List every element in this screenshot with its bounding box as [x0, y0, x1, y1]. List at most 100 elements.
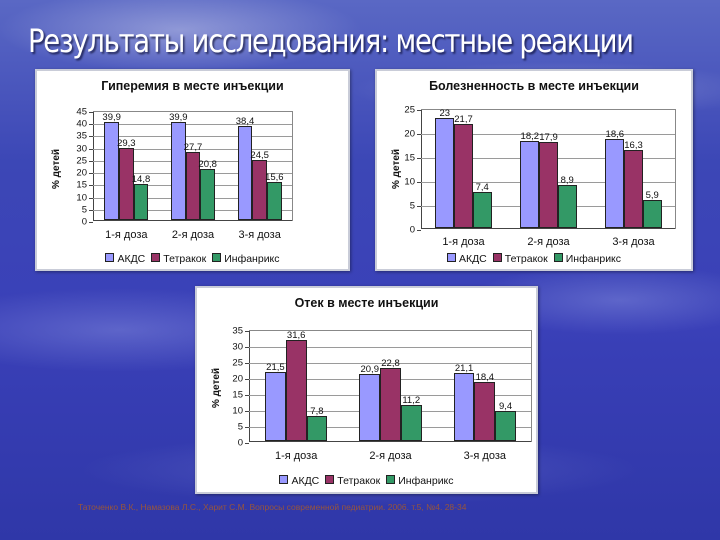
bar-tetrakok [539, 142, 558, 228]
category-label: 3-я доза [463, 450, 507, 462]
legend-item: Тетракок [151, 253, 206, 265]
bar-tetrakok [252, 160, 267, 220]
category-label: 2-я доза [171, 229, 215, 241]
y-tick-label: 5 [81, 204, 87, 216]
legend-swatch [151, 253, 161, 262]
y-tick-mark [245, 395, 249, 396]
legend-swatch [105, 253, 115, 262]
data-label: 39,9 [169, 112, 188, 124]
y-tick-mark [417, 110, 421, 111]
legend-swatch [492, 253, 502, 262]
y-tick-label: 20 [76, 167, 87, 179]
y-tick-mark [245, 363, 249, 364]
y-tick-label: 35 [232, 325, 243, 337]
data-label: 18,2 [520, 130, 540, 142]
legend-swatch [386, 475, 396, 484]
bar-akds [265, 372, 286, 441]
y-tick-mark [417, 134, 421, 135]
legend-item: АКДС [279, 475, 319, 487]
chart-hyperemia: Гиперемия в месте инъекции% детей 0 5 10 15 2… [35, 69, 350, 271]
data-label: 27,7 [183, 142, 203, 154]
y-tick-mark [89, 173, 93, 175]
bar-akds [605, 138, 625, 228]
data-label: 14,8 [131, 173, 151, 185]
legend-label: Тетракок [337, 475, 381, 487]
legend: АКДС Тетракок Инфанрикс [377, 253, 691, 265]
y-tick-mark [245, 411, 249, 412]
y-tick-mark [245, 427, 249, 428]
legend-item: Тетракок [325, 475, 380, 487]
y-tick-mark [89, 222, 93, 223]
y-tick-mark [417, 158, 421, 159]
y-axis [93, 112, 94, 221]
bar-akds [453, 373, 475, 441]
y-tick-label: 10 [76, 192, 87, 204]
bar-akds [104, 122, 119, 220]
legend-swatch [279, 475, 289, 484]
y-axis [249, 331, 250, 442]
y-tick-label: 15 [404, 152, 415, 164]
data-label: 7,8 [310, 406, 324, 418]
x-axis [93, 220, 292, 221]
gridline [421, 134, 675, 135]
data-label: 9,4 [498, 400, 513, 412]
y-tick-mark [89, 197, 93, 199]
bar-infanrix [557, 185, 577, 228]
data-label: 5,9 [645, 189, 659, 201]
data-label: 39,9 [102, 112, 121, 124]
legend-label: Инфанрикс [224, 253, 280, 265]
legend-swatch [553, 253, 563, 262]
legend-label: АКДС [458, 253, 487, 265]
data-label: 31,6 [286, 329, 306, 341]
data-label: 20,8 [198, 159, 217, 171]
category-label: 3-я доза [612, 236, 655, 248]
y-tick-label: 0 [81, 216, 87, 228]
data-label: 24,5 [250, 150, 269, 162]
data-label: 23 [439, 107, 451, 119]
legend-swatch [446, 253, 456, 262]
legend: АКДС Тетракок Инфанрикс [37, 253, 348, 265]
y-tick-label: 20 [404, 128, 415, 140]
data-label: 17,9 [539, 132, 558, 144]
y-tick-mark [245, 347, 249, 348]
y-tick-mark [89, 112, 93, 113]
y-tick-mark [245, 379, 249, 380]
y-tick-label: 10 [404, 176, 415, 188]
category-label: 2-я доза [369, 450, 412, 462]
bar-tetrakok [380, 368, 401, 441]
y-tick-mark [245, 443, 249, 444]
data-label: 11,2 [402, 395, 421, 407]
bar-infanrix [133, 183, 149, 220]
category-label: 2-я доза [527, 236, 570, 248]
legend-item: Инфанрикс [553, 253, 621, 265]
y-tick-mark [89, 209, 93, 211]
gridline [93, 148, 292, 150]
y-tick-label: 40 [76, 118, 87, 130]
legend-label: АКДС [117, 253, 146, 265]
y-tick-label: 25 [232, 357, 243, 369]
chart-edema: Отек в месте инъекции % детей 0 5 10 15 20 25 30… [195, 286, 538, 494]
y-tick-mark [245, 331, 249, 332]
bar-akds [171, 122, 186, 220]
y-tick-label: 15 [76, 179, 87, 191]
bar-infanrix [200, 169, 215, 220]
y-tick-mark [89, 136, 93, 138]
bar-tetrakok [454, 123, 473, 228]
x-axis [421, 228, 675, 229]
category-label: 1-я доза [274, 450, 318, 462]
bar-tetrakok [474, 382, 496, 441]
gridline [93, 124, 292, 126]
chart-soreness: Болезненность в месте инъекции % детей 0 5 1… [375, 69, 693, 271]
plot-area: 0 5 10 15 20 25 30 35 40 45 39,9 29,3 14,8 39,9 27,7 20… [76, 107, 293, 228]
data-label: 18,4 [475, 372, 495, 384]
plot-area: 0 5 10 15 20 25 30 35 21,5 31,6 7,8 20,9 22,8 11,2 21,… [232, 326, 532, 449]
y-tick-mark [89, 160, 93, 162]
data-label: 38,4 [235, 116, 255, 128]
bar-akds [359, 374, 381, 441]
y-tick-label: 5 [237, 421, 243, 433]
y-tick-label: 45 [76, 106, 87, 118]
legend-label: Тетракок [163, 253, 207, 265]
y-tick-mark [417, 182, 421, 183]
y-tick-mark [417, 230, 421, 231]
y-axis-label: % детей [211, 367, 222, 408]
